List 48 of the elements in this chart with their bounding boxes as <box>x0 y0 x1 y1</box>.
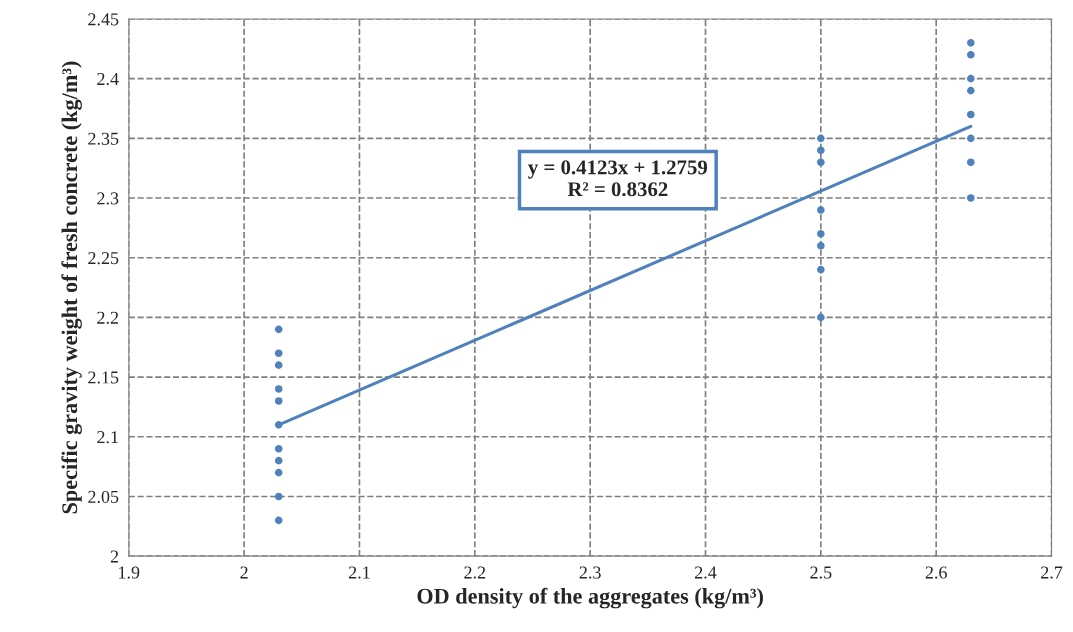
annotation: y = 0.4123x + 1.2759 R² = 0.8362 <box>528 160 708 197</box>
point <box>817 206 825 214</box>
point <box>966 134 975 143</box>
point <box>274 516 283 525</box>
y-tick-label: 2.15 <box>88 371 119 384</box>
x-tick-label: 2.4 <box>695 566 717 579</box>
point <box>817 230 825 238</box>
point <box>817 241 825 250</box>
y-tick-label: 2.35 <box>88 132 119 145</box>
point <box>966 110 975 119</box>
point <box>817 158 825 167</box>
point <box>274 456 283 465</box>
point <box>817 134 825 143</box>
x-tick-label: 2.3 <box>579 566 601 579</box>
point <box>274 385 283 393</box>
y-axis-title: Specific gravity weight of fresh concrete (kg/m³) <box>61 61 82 514</box>
point <box>966 74 975 83</box>
y-tick-label: 2.25 <box>88 252 119 265</box>
point <box>274 349 283 358</box>
y-tick-label: 2.4 <box>97 72 119 86</box>
point <box>966 194 975 202</box>
point <box>817 146 825 155</box>
point <box>274 492 283 501</box>
y-tick-label: 2.1 <box>97 431 118 444</box>
point <box>817 265 825 274</box>
point <box>966 86 975 95</box>
x-tick-label: 2.5 <box>810 566 832 579</box>
x-tick-label: 1.9 <box>119 566 140 579</box>
x-tick-label: 2.2 <box>464 566 486 579</box>
point <box>274 444 283 453</box>
point <box>274 361 283 369</box>
point <box>966 50 975 59</box>
x-axis-title: OD density of the aggregates (kg/m³) <box>417 587 763 609</box>
x-tick-label: 2 <box>240 566 248 579</box>
x-tick-label: 2.6 <box>925 566 947 579</box>
y-tick-label: 2.2 <box>97 311 119 324</box>
x-tick-label: 2.1 <box>348 566 370 579</box>
point <box>274 468 283 477</box>
y-tick-label: 2.3 <box>97 192 119 205</box>
point <box>817 313 825 322</box>
x-tick-label: 2.7 <box>1041 566 1063 579</box>
point <box>274 397 283 405</box>
y-tick-label: 2.45 <box>88 13 119 26</box>
point <box>966 158 975 167</box>
point <box>966 39 975 47</box>
y-tick-label: 2.05 <box>88 490 119 503</box>
y-tick-label: 2 <box>110 550 119 563</box>
point <box>274 325 283 334</box>
